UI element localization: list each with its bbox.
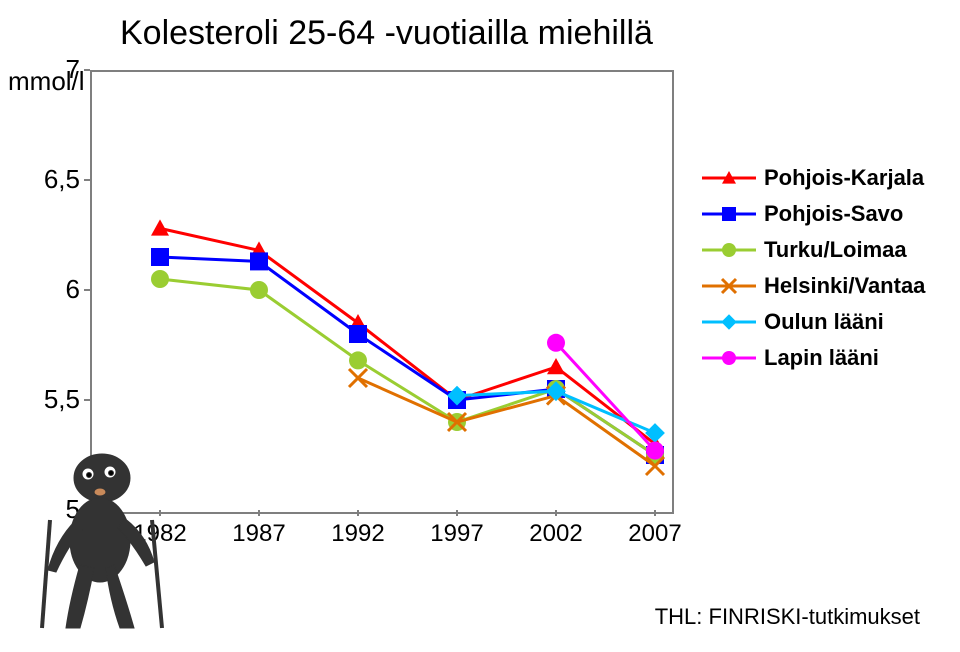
legend-item: Pohjois-Savo [700,196,925,232]
legend-item: Lapin lääni [700,340,925,376]
legend-item: Pohjois-Karjala [700,160,925,196]
legend: Pohjois-KarjalaPohjois-SavoTurku/LoimaaH… [700,160,925,376]
source-label: THL: FINRISKI-tutkimukset [655,604,920,630]
legend-item: Turku/Loimaa [700,232,925,268]
pedestrian-icon [30,450,170,630]
legend-item: Helsinki/Vantaa [700,268,925,304]
legend-item: Oulun lääni [700,304,925,340]
